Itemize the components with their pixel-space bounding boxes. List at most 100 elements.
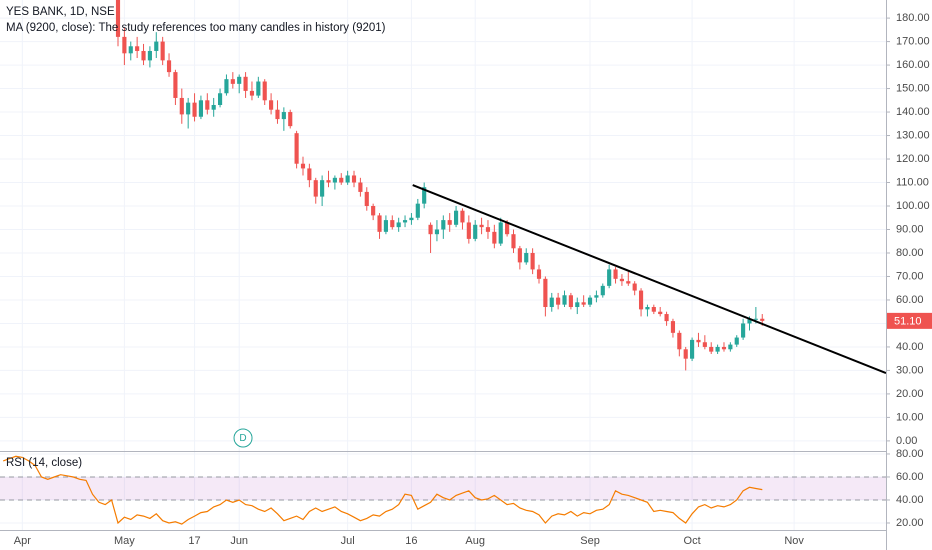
candle-body	[383, 220, 388, 232]
y-tick-label: 160.00	[896, 59, 930, 71]
rsi-tick-label: 80.00	[896, 448, 924, 460]
candle-body	[300, 163, 306, 169]
candle-body	[345, 175, 350, 183]
price-pane: D	[115, 0, 886, 448]
candle-body	[415, 203, 420, 218]
y-tick-label: 0.00	[896, 435, 917, 447]
candle-body	[396, 222, 401, 228]
y-tick-label: 30.00	[896, 364, 924, 376]
candle-body	[536, 269, 542, 279]
rsi-pane	[2, 455, 763, 525]
candle-body	[702, 342, 707, 347]
y-tick-label: 40.00	[896, 341, 924, 353]
candle-body	[562, 295, 567, 305]
candle-body	[307, 168, 312, 181]
x-tick-label: Nov	[784, 535, 804, 547]
candle-body	[313, 180, 318, 197]
candle-body	[466, 222, 471, 239]
candle-body	[473, 224, 478, 239]
candle-body	[186, 102, 191, 115]
candle-body	[498, 222, 503, 244]
candle-body	[632, 283, 637, 291]
y-tick-label: 170.00	[896, 35, 930, 47]
y-tick-label: 70.00	[896, 270, 924, 282]
candle-body	[179, 97, 184, 115]
last-price-label: 51.10	[894, 315, 922, 327]
candle-body	[492, 231, 497, 244]
candle-body	[670, 321, 676, 333]
candle-body	[715, 346, 720, 352]
y-tick-label: 80.00	[896, 247, 924, 259]
candle-body	[422, 187, 427, 204]
candle-body	[402, 220, 408, 223]
y-tick-label: 110.00	[896, 176, 929, 188]
candle-body	[568, 295, 573, 308]
candle-body	[690, 339, 695, 359]
candle-body	[115, 0, 121, 37]
candle-body	[638, 290, 644, 310]
candle-body	[320, 180, 325, 197]
candle-body	[237, 76, 242, 84]
rsi-line	[2, 455, 763, 525]
candle-body	[205, 100, 210, 110]
candle-body	[664, 314, 669, 322]
candle-body	[262, 81, 267, 101]
candle-body	[269, 100, 274, 110]
candle-body	[364, 191, 369, 207]
x-tick-label: May	[114, 535, 135, 547]
x-tick-label: Aug	[465, 535, 485, 547]
candle-body	[288, 112, 293, 127]
candle-body	[358, 182, 363, 192]
candle-body	[587, 297, 593, 305]
candle-body	[166, 60, 172, 73]
candle-body	[734, 337, 739, 345]
candle-body	[626, 281, 631, 284]
candle-body	[294, 133, 299, 164]
candle-body	[505, 222, 510, 235]
candle-body	[217, 93, 223, 105]
candle-body	[543, 278, 548, 308]
candle-body	[479, 224, 484, 228]
candle-body	[332, 177, 337, 183]
candle-body	[747, 318, 752, 324]
candle-body	[441, 220, 446, 230]
candle-body	[594, 295, 599, 298]
candle-body	[460, 210, 465, 223]
candle-body	[326, 180, 331, 183]
candle-body	[224, 79, 229, 94]
candle-body	[485, 227, 491, 232]
candle-body	[135, 46, 140, 51]
candle-body	[390, 220, 395, 228]
candle-body	[256, 81, 261, 96]
x-tick-label: Jun	[230, 535, 248, 547]
candle-body	[556, 297, 561, 305]
candle-body	[511, 234, 516, 249]
candle-body	[524, 252, 529, 263]
candle-body	[249, 90, 255, 96]
candle-body	[709, 346, 714, 352]
y-tick-label: 130.00	[896, 129, 930, 141]
y-tick-label: 180.00	[896, 12, 930, 24]
candle-body	[575, 302, 580, 308]
candle-body	[281, 112, 286, 120]
rsi-band-layer	[0, 476, 886, 501]
y-tick-label: 10.00	[896, 411, 924, 423]
rsi-tick-label: 60.00	[896, 471, 924, 483]
y-tick-label: 120.00	[896, 153, 930, 165]
candle-body	[651, 307, 656, 312]
candle-body	[517, 248, 522, 263]
candle-body	[122, 36, 127, 54]
rsi-tick-label: 20.00	[896, 517, 924, 529]
candle-body	[409, 217, 414, 221]
y-tick-label: 140.00	[896, 106, 930, 118]
y-tick-label: 60.00	[896, 294, 924, 306]
last-price-box	[887, 312, 932, 329]
candle-body	[339, 177, 344, 183]
candle-body	[741, 323, 746, 338]
x-tick-label: 17	[188, 535, 200, 547]
candle-body	[658, 311, 663, 315]
candle-body	[683, 349, 688, 359]
candle-body	[128, 46, 133, 54]
candle-body	[371, 206, 376, 216]
candle-body	[619, 278, 624, 282]
